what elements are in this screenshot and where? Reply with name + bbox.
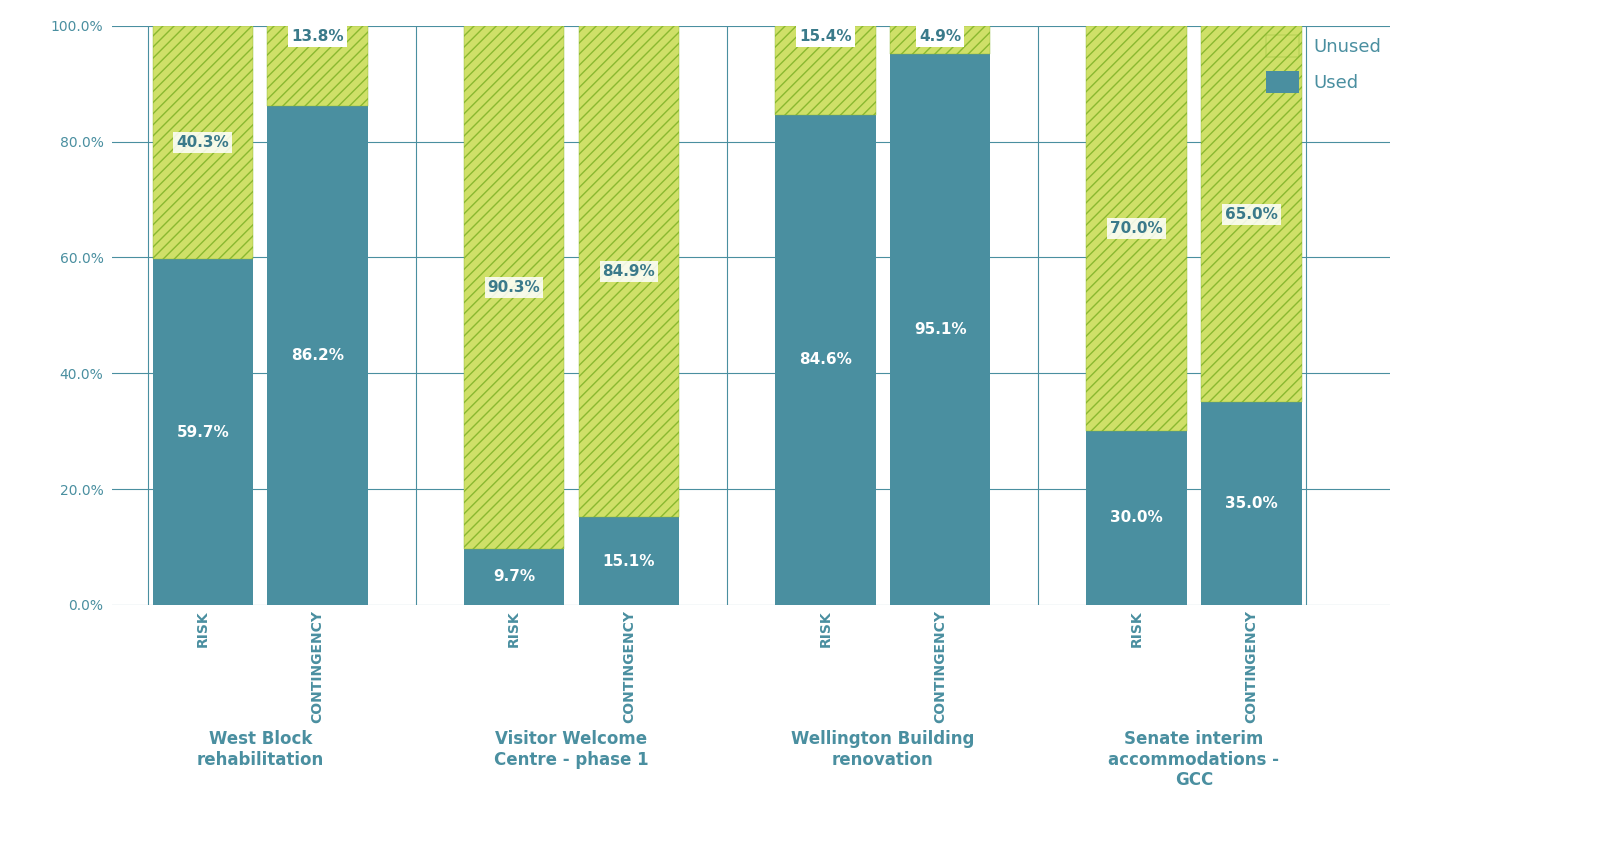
Bar [775, 26, 876, 115]
Text: 13.8%: 13.8% [291, 29, 344, 44]
Bar [775, 115, 876, 605]
Text: 95.1%: 95.1% [914, 322, 967, 337]
Text: 15.4%: 15.4% [799, 29, 852, 44]
Text: West Block
rehabilitation: West Block rehabilitation [197, 730, 324, 769]
Text: 70.0%: 70.0% [1111, 221, 1163, 236]
Bar [890, 26, 991, 54]
Text: 84.9%: 84.9% [602, 264, 655, 279]
Text: 90.3%: 90.3% [487, 280, 540, 295]
Bar [463, 26, 564, 549]
Text: 59.7%: 59.7% [176, 424, 229, 440]
Text: 4.9%: 4.9% [919, 29, 962, 44]
Text: 30.0%: 30.0% [1111, 511, 1163, 525]
Bar [1087, 26, 1187, 431]
Bar [578, 518, 679, 605]
Text: 84.6%: 84.6% [799, 353, 852, 367]
Text: 35.0%: 35.0% [1226, 496, 1278, 511]
Bar [1202, 403, 1302, 605]
Text: Senate interim
accommodations -
GCC: Senate interim accommodations - GCC [1109, 730, 1280, 790]
Bar [267, 105, 368, 605]
Bar [1202, 26, 1302, 403]
Bar [578, 26, 679, 518]
Text: 65.0%: 65.0% [1226, 206, 1278, 221]
Bar [1087, 431, 1187, 605]
Bar [152, 26, 252, 259]
Text: 86.2%: 86.2% [291, 348, 344, 363]
Legend: Unused, Used: Unused, Used [1266, 35, 1381, 93]
Text: 9.7%: 9.7% [494, 569, 535, 584]
Text: Visitor Welcome
Centre - phase 1: Visitor Welcome Centre - phase 1 [494, 730, 649, 769]
Bar [463, 549, 564, 605]
Text: 15.1%: 15.1% [602, 554, 655, 569]
Text: Wellington Building
renovation: Wellington Building renovation [791, 730, 975, 769]
Text: 40.3%: 40.3% [176, 135, 229, 150]
Bar [267, 26, 368, 105]
Bar [152, 259, 252, 605]
Bar [890, 54, 991, 605]
